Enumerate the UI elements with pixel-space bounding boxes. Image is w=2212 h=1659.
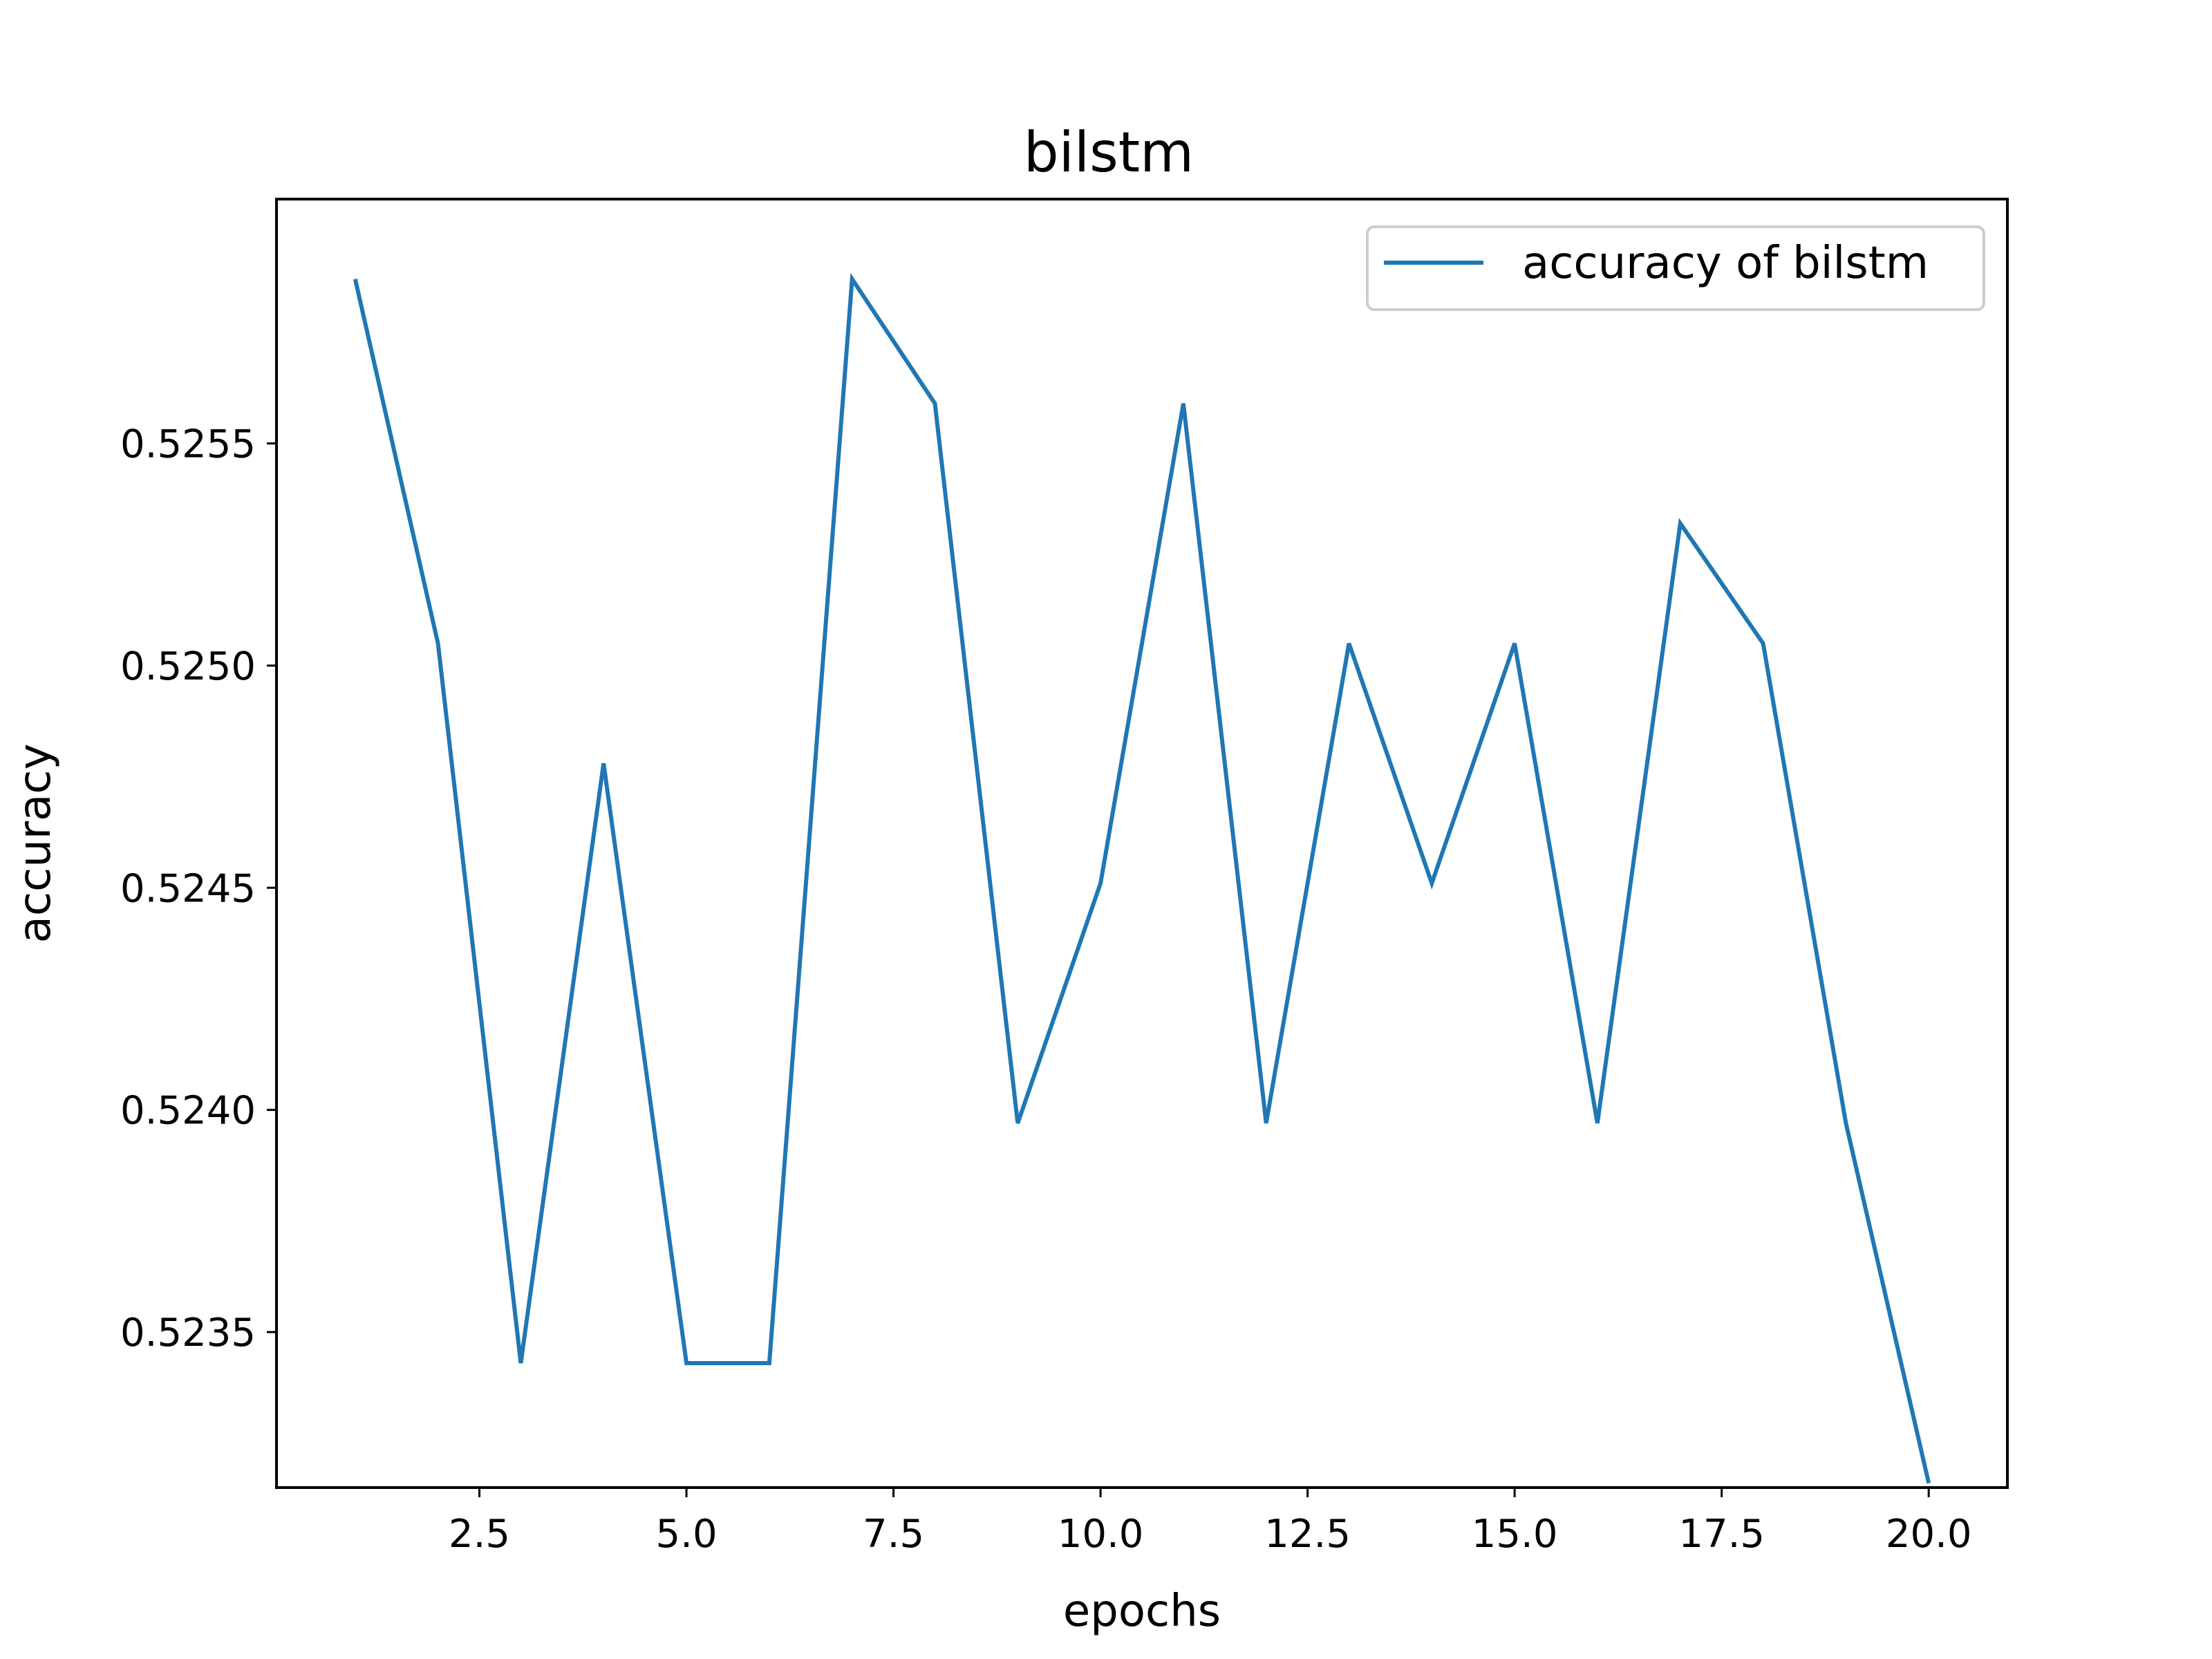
x-tick-label: 2.5 <box>449 1512 510 1557</box>
y-tick-label: 0.5245 <box>120 866 256 911</box>
x-tick-label: 20.0 <box>1886 1512 1972 1557</box>
series-layer <box>353 272 1931 1484</box>
series-line-accuracy <box>353 272 1931 1484</box>
y-tick-label: 0.5255 <box>120 422 256 467</box>
plot-area-frame <box>275 198 2009 1489</box>
x-axis-label: epochs <box>1063 1586 1221 1637</box>
legend-entry-label: accuracy of bilstm <box>1522 238 1929 289</box>
x-tick-label: 5.0 <box>656 1512 718 1557</box>
y-tick-label: 0.5240 <box>120 1089 256 1134</box>
x-tick-label: 7.5 <box>863 1512 924 1557</box>
y-axis-label: accuracy <box>10 744 61 944</box>
y-axis-ticks: 0.5235 0.5240 0.5245 0.5250 0.5255 <box>120 422 276 1356</box>
y-tick-label: 0.5250 <box>120 644 256 689</box>
legend: accuracy of bilstm <box>1366 225 1985 311</box>
x-tick-label: 12.5 <box>1264 1512 1351 1557</box>
chart-title: bilstm <box>1024 120 1194 185</box>
y-tick-label: 0.5235 <box>120 1311 256 1356</box>
x-tick-label: 15.0 <box>1472 1512 1558 1557</box>
x-axis-ticks: 2.5 5.0 7.5 10.0 12.5 15.0 17.5 20.0 <box>449 1488 1972 1557</box>
x-tick-label: 10.0 <box>1058 1512 1144 1557</box>
legend-frame <box>1366 225 1985 311</box>
x-tick-label: 17.5 <box>1678 1512 1765 1557</box>
